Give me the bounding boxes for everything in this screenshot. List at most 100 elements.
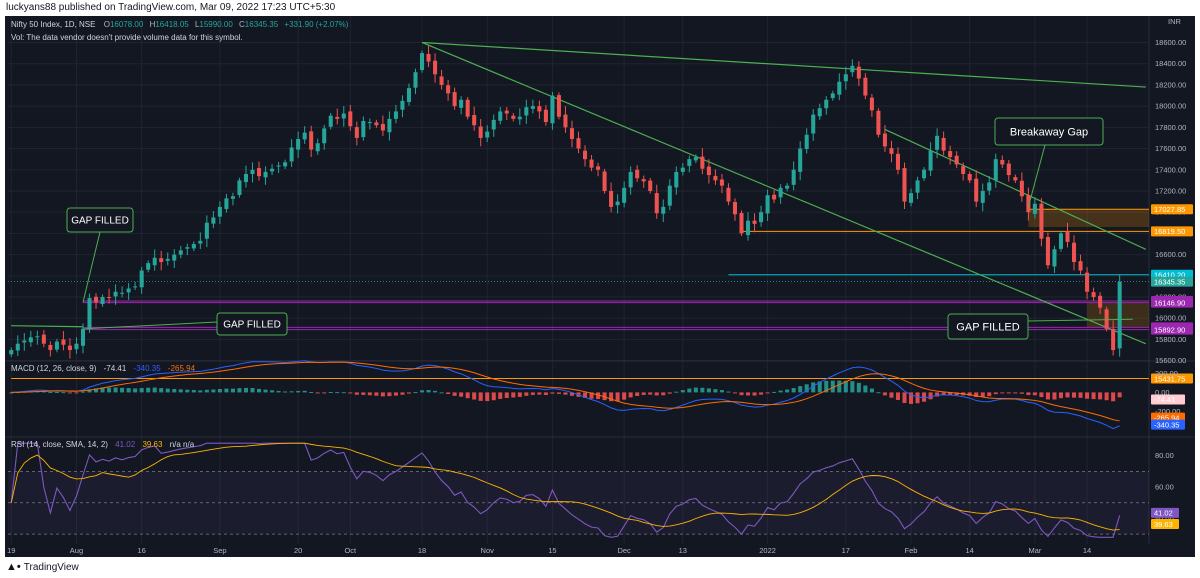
candle-body: [178, 250, 183, 255]
macd-hist-bar: [948, 392, 953, 395]
macd-hist-bar: [1058, 392, 1064, 399]
candle-body: [22, 340, 27, 343]
price-tag-box: [1151, 373, 1193, 384]
volume-note: Vol: The data vendor doesn't provide vol…: [11, 33, 243, 42]
macd-hist-bar: [348, 392, 353, 394]
candle-body: [9, 350, 14, 355]
x-tick-label: Sep: [213, 546, 226, 555]
macd-hist-bar: [837, 380, 842, 393]
nifty-chart-svg[interactable]: GAP FILLED GAP FILLED GAP FILLED Breakaway …: [5, 16, 1195, 557]
rsi-tick-label: 40.00: [1155, 514, 1174, 523]
annotations: GAP FILLED GAP FILLED GAP FILLED Breakaway …: [66, 117, 1133, 340]
macd-hist-bar: [393, 392, 398, 396]
macd-hist-bar: [889, 392, 894, 398]
price-tick-label: 17200.00: [1155, 186, 1186, 195]
macd-hist-bar: [1026, 392, 1031, 396]
price-tick-label: 17800.00: [1155, 123, 1186, 132]
price-tick-label: 18600.00: [1155, 38, 1186, 47]
candle-body: [35, 336, 40, 338]
candle-body: [230, 196, 235, 199]
macd-hist-bar: [146, 387, 151, 393]
macd-hist-bar: [713, 389, 718, 393]
macd-hist-bar: [367, 392, 372, 396]
macd-hist-bar: [198, 390, 203, 393]
macd-hist-bar: [1091, 392, 1096, 400]
macd-tag-box: [1151, 419, 1185, 430]
candle-body: [185, 247, 190, 249]
candle-body: [524, 107, 529, 116]
trendline-feb: [884, 128, 1146, 250]
macd-hist-bar: [824, 380, 829, 393]
candle-body: [1013, 177, 1018, 181]
macd-hist-bar: [54, 391, 59, 393]
macd-hist-bar: [478, 392, 483, 401]
candle-body: [146, 263, 151, 270]
trendlines: [11, 41, 1146, 345]
candle-body: [400, 100, 405, 110]
rsi-ma-line: [10, 442, 1120, 531]
macd-hist-bar: [687, 388, 692, 393]
chart-panel[interactable]: GAP FILLED GAP FILLED GAP FILLED Breakaway …: [5, 16, 1195, 557]
candle-body: [419, 53, 425, 71]
macd-hist-bar: [459, 392, 464, 397]
macd-hist-bar: [882, 392, 887, 396]
candle-body: [856, 66, 861, 79]
macd-hist-bar: [433, 390, 438, 393]
price-tag-box: [1151, 297, 1193, 308]
candle-body: [263, 171, 268, 178]
macd-hist-bar: [1019, 392, 1024, 394]
candle-body: [54, 341, 59, 350]
macd-hist-bar: [204, 389, 209, 393]
x-tick-label: 16: [137, 546, 145, 555]
macd-hist-bar: [654, 392, 659, 396]
macd-hist-bar: [243, 387, 249, 393]
macd-hist-bar: [778, 390, 783, 393]
rsi-tag-box: [1151, 519, 1179, 530]
macd-tick-label: 200.00: [1155, 369, 1178, 378]
macd-hist-bar: [811, 382, 816, 393]
candle-body: [28, 337, 33, 343]
macd-hist-bar: [354, 392, 359, 395]
candle-body: [465, 99, 470, 117]
candle-body: [674, 171, 679, 188]
macd-hist-bar: [974, 392, 979, 398]
macd-hist-bar: [856, 382, 861, 393]
macd-hist-bar: [719, 390, 724, 393]
candle-body: [628, 171, 633, 188]
candle-body: [1078, 261, 1083, 271]
candle-body: [680, 167, 685, 172]
candle-body: [1091, 292, 1096, 298]
macd-hist-bar: [322, 392, 327, 394]
candle-body: [824, 99, 829, 109]
candle-body: [61, 339, 66, 345]
macd-hist-bar: [941, 392, 946, 396]
candle-body: [582, 150, 588, 160]
candle-body: [895, 153, 901, 170]
macd-hist-bar: [283, 391, 288, 393]
candle-body: [159, 258, 164, 263]
candle-body: [974, 178, 979, 202]
candle-body: [93, 296, 99, 303]
macd-hist-bar: [791, 388, 796, 393]
candle-body: [426, 53, 431, 62]
candle-body: [700, 156, 705, 169]
price-tag-label: 16819.50: [1154, 227, 1185, 236]
macd-hist-bar: [276, 390, 281, 393]
price-tag-box: [1151, 226, 1193, 237]
macd-line: [11, 360, 1120, 430]
candle-body: [172, 254, 177, 261]
price-tick-label: 15800.00: [1155, 335, 1186, 344]
macd-hist-bar: [543, 392, 548, 395]
macd-hist-bar: [1013, 392, 1018, 394]
candle-body: [387, 118, 392, 133]
candle-body: [315, 143, 320, 152]
macd-hist-bar: [993, 392, 998, 395]
candle-body: [191, 244, 196, 249]
macd-hist-bar: [674, 391, 679, 393]
candle-body: [48, 344, 53, 351]
candle-body: [67, 345, 72, 351]
macd-tick-label: 0.00: [1155, 388, 1170, 397]
candle-body: [472, 115, 477, 126]
candle-body: [270, 168, 275, 172]
macd-hist-bar: [446, 392, 451, 394]
